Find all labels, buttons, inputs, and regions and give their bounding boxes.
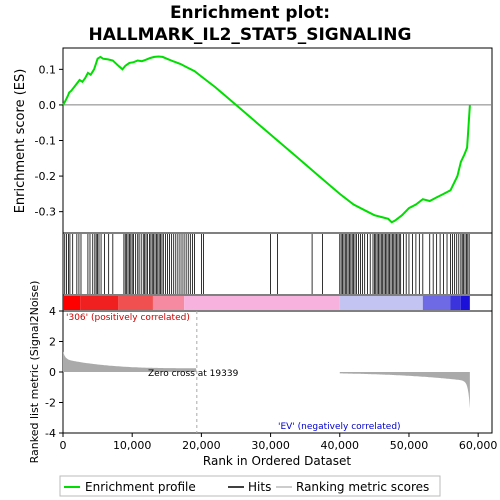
es-y-tick-label: -0.2 [35,170,56,183]
es-y-tick-label: -0.3 [35,206,56,219]
x-tick-label: 20,000 [182,439,221,452]
negative-correlation-label: 'EV' (negatively correlated) [278,422,401,432]
x-tick-label: 50,000 [390,439,429,452]
es-y-axis-label: Enrichment score (ES) [13,69,28,214]
es-curve-group [62,55,471,224]
x-tick-label: 30,000 [251,439,290,452]
metric-y-tick-label: -2 [45,397,56,410]
metric-y-tick-label: 4 [49,305,56,318]
rank-color-segment [63,296,81,310]
es-y-tick-label: 0.1 [39,63,57,76]
rank-color-segment [460,296,470,310]
x-axis: 0 10,000 20,000 30,000 40,000 50,000 60,000 [60,433,498,452]
rank-color-segment [80,296,119,310]
x-axis-label: Rank in Ordered Dataset [203,454,351,468]
zero-cross-label: Zero cross at 19339 [148,369,239,379]
positive-correlation-label: '306' (positively correlated) [66,313,190,323]
rank-color-segment [450,296,461,310]
x-tick-label: 60,000 [459,439,498,452]
metric-area [63,351,470,409]
legend-box [59,475,441,497]
rank-color-segment [118,296,153,310]
metric-y-axis-label: Ranked list metric (Signal2Noise) [28,281,41,464]
metric-negative-area [339,372,470,409]
legend-es-label: Enrichment profile [85,480,196,494]
metric-y-tick-label: -4 [45,427,56,440]
es-y-tick-label: 0.0 [39,99,57,112]
rank-color-bar [63,296,470,310]
chart-title-line2: HALLMARK_IL2_STAT5_SIGNALING [89,25,412,45]
legend-hits-label: Hits [248,480,271,494]
x-tick-label: 40,000 [321,439,360,452]
metric-positive-area [63,351,197,372]
es-y-tick-label: -0.1 [35,135,56,148]
hit-marks [64,234,470,294]
metric-y-axis: 4 2 0 -2 -4 [45,305,63,440]
metric-y-tick-label: 2 [49,336,56,349]
legend-metric-label: Ranking metric scores [296,480,429,494]
chart-title-line1: Enrichment plot: [170,3,330,23]
rank-color-segment [422,296,451,310]
rank-color-segment [339,296,423,310]
rank-color-segment [184,296,340,310]
enrichment-profile-line [62,55,471,224]
metric-y-tick-label: 0 [49,366,56,379]
x-tick-label: 0 [60,439,67,452]
x-tick-label: 10,000 [113,439,152,452]
es-y-axis: 0.1 0.0 -0.1 -0.2 -0.3 [35,63,63,219]
rank-color-segment [152,296,185,310]
